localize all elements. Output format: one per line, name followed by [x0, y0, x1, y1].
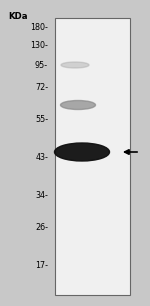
Text: 43-: 43- [35, 154, 48, 162]
Text: 26-: 26- [35, 223, 48, 233]
Text: 34-: 34- [35, 192, 48, 200]
Ellipse shape [60, 100, 96, 110]
Bar [55, 18, 130, 295]
Text: 180-: 180- [30, 24, 48, 32]
Text: 72-: 72- [35, 83, 48, 91]
Text: 17-: 17- [35, 260, 48, 270]
Text: 55-: 55- [35, 115, 48, 125]
Text: 95-: 95- [35, 61, 48, 69]
Text: KDa: KDa [8, 12, 27, 21]
Ellipse shape [61, 62, 89, 68]
Ellipse shape [54, 143, 110, 161]
Text: 130-: 130- [30, 40, 48, 50]
